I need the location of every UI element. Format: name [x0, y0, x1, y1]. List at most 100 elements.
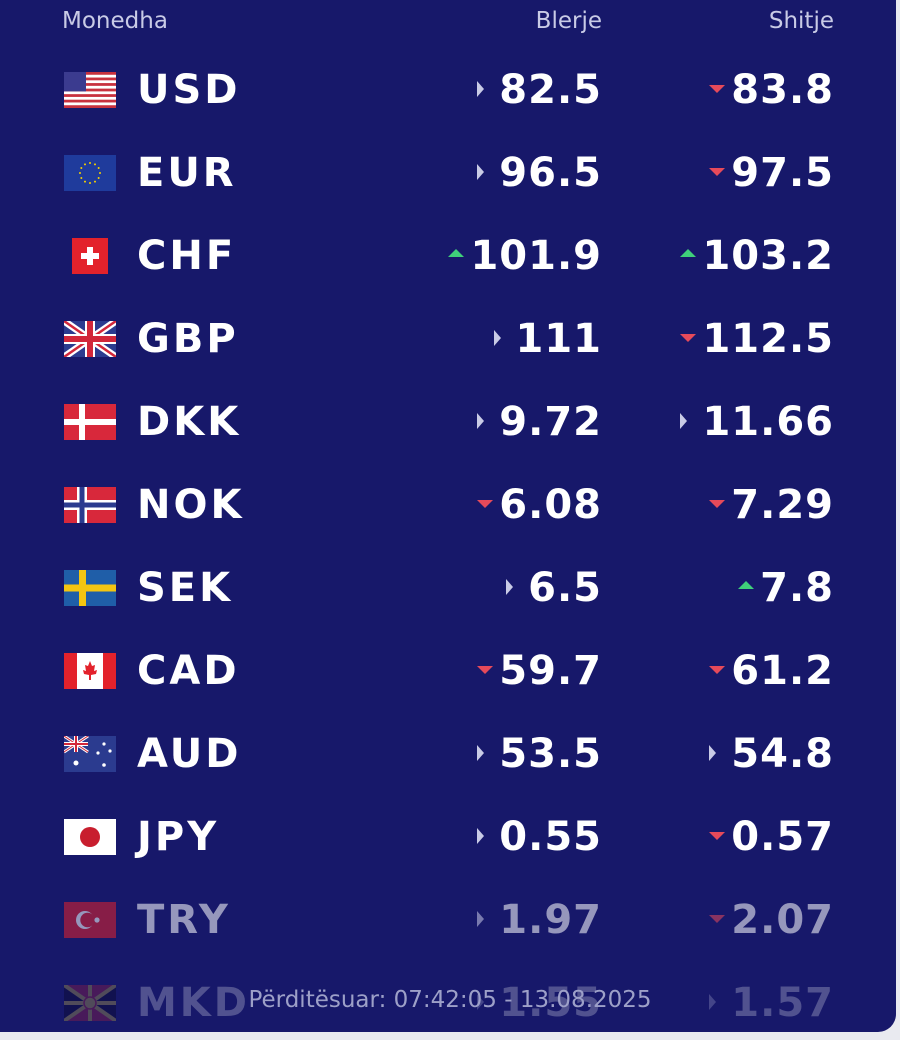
sell-rate-value: 83.8 — [731, 67, 834, 113]
trend-neutral-icon — [709, 994, 717, 1010]
trend-neutral-icon — [680, 413, 688, 429]
currency-code: GBP — [137, 316, 239, 362]
buy-trend-indicator — [506, 554, 526, 637]
sell-trend-indicator — [709, 720, 729, 803]
sell-rate: 7.29 — [731, 481, 834, 529]
eu-flag-icon — [64, 155, 116, 191]
us-flag-icon — [64, 72, 116, 108]
sell-rate-value: 61.2 — [731, 648, 834, 694]
sell-rate-value: 0.57 — [731, 814, 834, 860]
sell-rate: 61.2 — [731, 647, 834, 695]
buy-rate-value: 6.08 — [499, 482, 602, 528]
sell-trend-indicator — [680, 222, 700, 305]
buy-rate-value: 96.5 — [499, 150, 602, 196]
trend-down-icon — [709, 168, 726, 176]
rate-row-usd[interactable]: USD 82.5 83.8 — [0, 56, 896, 139]
trend-neutral-icon — [709, 745, 717, 761]
buy-rate: 1.97 — [499, 896, 602, 944]
buy-rate-value: 1.97 — [499, 897, 602, 943]
trend-down-icon — [709, 85, 726, 93]
buy-rate-value: 9.72 — [499, 399, 602, 445]
buy-rate-value: 111 — [515, 316, 602, 362]
sell-rate-value: 97.5 — [731, 150, 834, 196]
sell-rate-value: 112.5 — [702, 316, 834, 362]
buy-trend-indicator — [477, 720, 497, 803]
rate-row-eur[interactable]: EUR 96.5 97.5 — [0, 139, 896, 222]
sell-column-header: Shitje — [768, 8, 834, 34]
sell-trend-indicator — [709, 56, 729, 139]
buy-rate: 0.55 — [499, 813, 602, 861]
buy-trend-indicator — [477, 471, 497, 554]
buy-trend-indicator — [477, 969, 497, 1032]
buy-trend-indicator — [477, 56, 497, 139]
trend-neutral-icon — [477, 911, 485, 927]
rate-row-jpy[interactable]: JPY 0.55 0.57 — [0, 803, 896, 886]
currency-code: SEK — [137, 565, 234, 611]
buy-column-header: Blerje — [535, 8, 602, 34]
trend-down-icon — [477, 500, 494, 508]
sell-rate-value: 54.8 — [731, 731, 834, 777]
buy-rate: 6.5 — [528, 564, 602, 612]
currency-code: CAD — [137, 648, 240, 694]
sell-rate-value: 2.07 — [731, 897, 834, 943]
sell-rate: 7.8 — [760, 564, 834, 612]
rate-row-mkd[interactable]: MKD 1.55 1.57 — [0, 969, 896, 1032]
rate-row-gbp[interactable]: GBP 111 112.5 — [0, 305, 896, 388]
buy-rate: 82.5 — [499, 66, 602, 114]
trend-neutral-icon — [477, 81, 485, 97]
sell-rate: 83.8 — [731, 66, 834, 114]
sell-trend-indicator — [709, 637, 729, 720]
buy-rate: 53.5 — [499, 730, 602, 778]
sell-trend-indicator — [709, 471, 729, 554]
buy-rate: 9.72 — [499, 398, 602, 446]
table-header: Monedha Blerje Shitje — [0, 8, 896, 38]
buy-rate: 1.55 — [499, 979, 602, 1027]
buy-rate-value: 101.9 — [470, 233, 602, 279]
buy-trend-indicator — [477, 803, 497, 886]
trend-neutral-icon — [477, 745, 485, 761]
trend-down-icon — [709, 666, 726, 674]
trend-up-icon — [738, 581, 755, 589]
buy-rate-value: 82.5 — [499, 67, 602, 113]
dk-flag-icon — [64, 404, 116, 440]
rate-row-chf[interactable]: CHF 101.9 103.2 — [0, 222, 896, 305]
trend-neutral-icon — [477, 164, 485, 180]
currency-code: TRY — [137, 897, 231, 943]
currency-code: DKK — [137, 399, 242, 445]
buy-trend-indicator — [477, 637, 497, 720]
buy-trend-indicator — [493, 305, 514, 388]
rate-row-try[interactable]: TRY 1.97 2.07 — [0, 886, 896, 969]
buy-trend-indicator — [477, 886, 497, 969]
sell-trend-indicator — [680, 305, 700, 388]
trend-down-icon — [477, 666, 494, 674]
trend-down-icon — [709, 832, 726, 840]
sell-rate: 0.57 — [731, 813, 834, 861]
sell-rate: 1.57 — [731, 979, 834, 1027]
buy-rate-value: 0.55 — [499, 814, 602, 860]
trend-up-icon — [448, 249, 465, 257]
rate-row-cad[interactable]: CAD 59.7 61.2 — [0, 637, 896, 720]
au-flag-icon — [64, 736, 116, 772]
sell-rate: 54.8 — [731, 730, 834, 778]
trend-neutral-icon — [477, 828, 485, 844]
ca-flag-icon — [64, 653, 116, 689]
sell-rate-value: 11.66 — [702, 399, 834, 445]
sell-trend-indicator — [738, 554, 758, 637]
trend-down-icon — [709, 500, 726, 508]
sell-trend-indicator — [709, 969, 729, 1032]
buy-rate: 59.7 — [499, 647, 602, 695]
sell-rate: 2.07 — [731, 896, 834, 944]
rate-row-sek[interactable]: SEK 6.5 7.8 — [0, 554, 896, 637]
currency-code: MKD — [137, 980, 251, 1026]
tr-flag-icon — [64, 902, 116, 938]
sell-rate-value: 1.57 — [731, 980, 834, 1026]
trend-down-icon — [709, 915, 726, 923]
sell-trend-indicator — [680, 388, 700, 471]
rate-row-aud[interactable]: AUD 53.5 54.8 — [0, 720, 896, 803]
sell-rate-value: 103.2 — [702, 233, 834, 279]
rate-row-nok[interactable]: NOK 6.08 7.29 — [0, 471, 896, 554]
buy-trend-indicator — [477, 388, 497, 471]
sell-rate: 11.66 — [702, 398, 834, 446]
sell-rate: 103.2 — [702, 232, 834, 280]
rate-row-dkk[interactable]: DKK 9.72 11.66 — [0, 388, 896, 471]
